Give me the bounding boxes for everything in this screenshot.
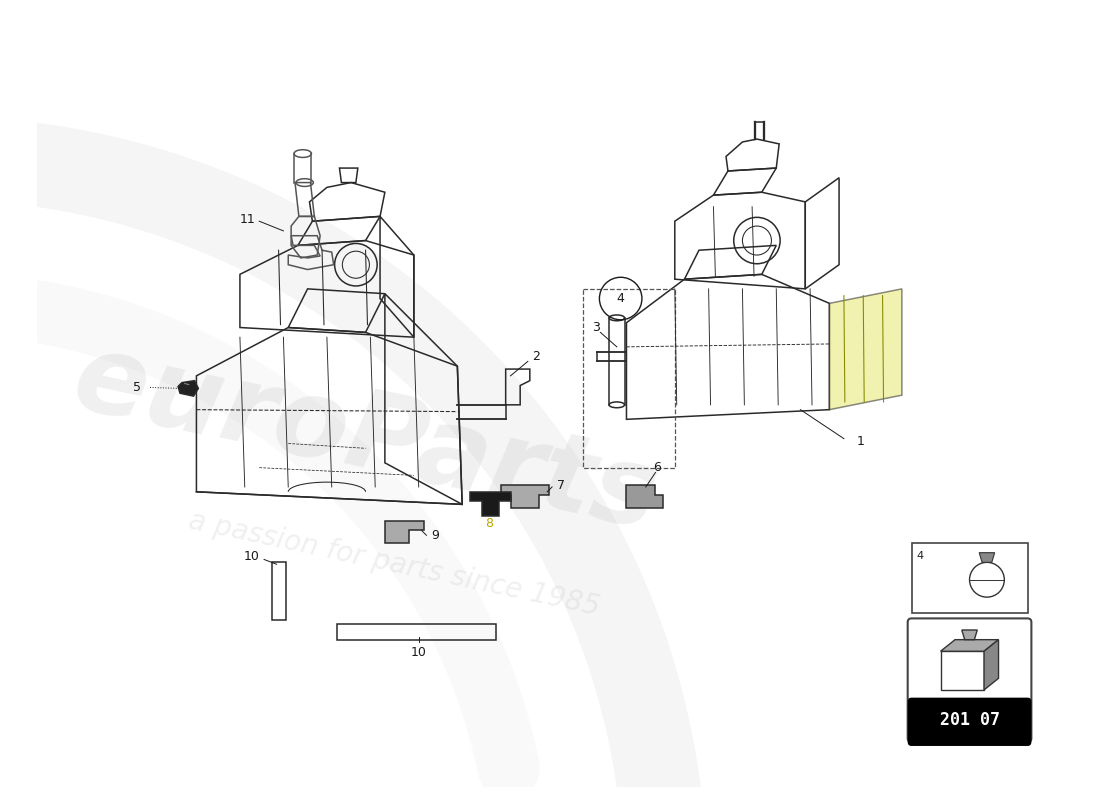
Polygon shape xyxy=(178,381,198,396)
Polygon shape xyxy=(470,492,510,516)
Polygon shape xyxy=(979,553,994,562)
Text: 3: 3 xyxy=(592,321,600,334)
Text: 5: 5 xyxy=(132,381,141,394)
Text: 2: 2 xyxy=(531,350,540,363)
Text: 201 07: 201 07 xyxy=(939,711,1000,729)
Polygon shape xyxy=(627,485,663,508)
Text: 1: 1 xyxy=(857,435,865,448)
Text: 9: 9 xyxy=(431,529,439,542)
Polygon shape xyxy=(984,640,999,690)
Polygon shape xyxy=(829,289,902,410)
Text: a passion for parts since 1985: a passion for parts since 1985 xyxy=(186,507,603,622)
FancyBboxPatch shape xyxy=(908,698,1032,746)
Polygon shape xyxy=(500,485,549,508)
Text: 201 07: 201 07 xyxy=(939,711,1000,729)
Text: 4: 4 xyxy=(916,550,924,561)
Text: euroParts: euroParts xyxy=(64,325,667,552)
Text: 11: 11 xyxy=(240,213,255,226)
Bar xyxy=(912,702,1027,738)
FancyBboxPatch shape xyxy=(908,618,1032,742)
Polygon shape xyxy=(385,521,424,543)
Text: 6: 6 xyxy=(653,461,661,474)
Text: 8: 8 xyxy=(485,517,493,530)
Text: 7: 7 xyxy=(557,478,565,491)
Polygon shape xyxy=(940,651,984,690)
Polygon shape xyxy=(961,630,977,640)
Polygon shape xyxy=(940,640,999,651)
Text: 10: 10 xyxy=(410,646,427,659)
Bar xyxy=(912,543,1027,613)
Text: 4: 4 xyxy=(617,292,625,305)
Text: 10: 10 xyxy=(243,550,260,563)
